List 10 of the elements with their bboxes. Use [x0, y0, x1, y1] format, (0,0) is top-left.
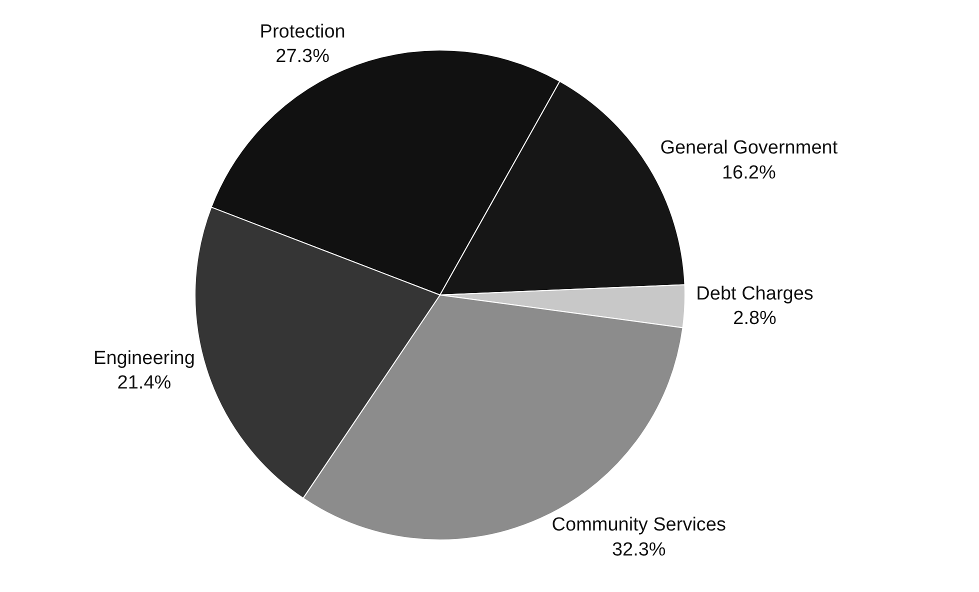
slice-label: Community Services	[552, 514, 726, 536]
data-label: 16.2%	[722, 162, 776, 184]
slice-label: Protection	[260, 22, 346, 43]
data-label: 27.3%	[276, 46, 330, 68]
slice-label: Debt Charges	[696, 283, 814, 304]
slice-label: Engineering	[94, 348, 195, 369]
slice-label: General Government	[660, 138, 838, 159]
data-label: 21.4%	[117, 372, 172, 394]
data-label: 2.8%	[733, 308, 777, 330]
data-label: 32.3%	[612, 539, 666, 560]
